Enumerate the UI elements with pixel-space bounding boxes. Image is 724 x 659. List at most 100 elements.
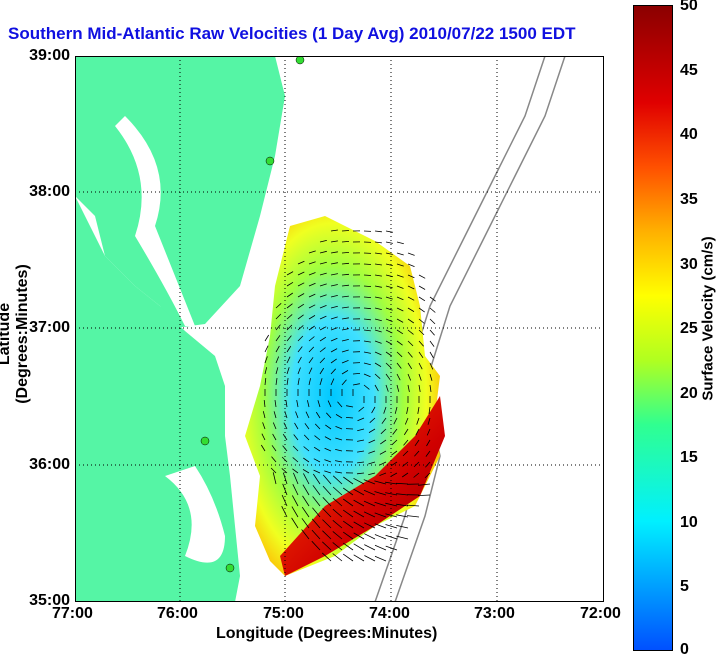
current-vector [391,439,398,446]
current-vector [427,417,431,425]
x-tick-label: 73:00 [474,605,515,622]
current-vector [308,272,316,276]
current-vector [371,406,376,414]
current-vector [357,450,365,453]
current-vector [308,293,316,298]
current-vector [407,318,415,324]
current-vector [264,334,270,342]
current-vector [385,384,389,392]
current-vector [363,263,372,265]
current-vector [396,241,404,245]
current-vector [341,349,349,353]
current-vector [396,373,401,381]
current-vector [385,492,398,496]
current-vector [341,262,350,265]
current-vector [396,493,409,496]
current-vector [330,368,336,375]
current-vector [363,307,372,310]
current-vector [425,450,431,457]
current-vector [275,303,282,309]
current-vector [341,328,349,331]
map-plot-area[interactable] [75,56,604,602]
current-vector [313,446,321,452]
station-marker [200,436,210,446]
current-vector [330,284,338,287]
current-vector [346,405,354,408]
current-vector [393,417,398,425]
current-vector [368,472,376,476]
current-vector [285,400,288,408]
current-vector [332,553,343,562]
current-vector [335,471,343,474]
current-vector [385,230,393,233]
chart-title: Southern Mid-Atlantic Raw Velocities (1 … [8,24,576,43]
current-vector [272,472,277,485]
current-vector [383,406,387,414]
current-vector [353,543,365,551]
current-vector [311,529,321,540]
current-vector [401,472,409,478]
colorbar-tick: 35 [680,191,698,208]
current-vector [352,383,360,386]
current-vector [396,384,400,392]
current-vector [341,360,349,364]
current-vector [297,314,304,320]
current-vector [407,285,415,290]
current-vector [380,428,387,435]
current-vector [374,307,382,310]
current-vector [396,362,402,369]
current-vector [418,362,423,370]
current-vector [363,500,376,507]
current-vector [414,439,420,447]
current-vector [303,457,310,463]
current-vector [353,532,365,540]
current-vector [319,305,327,309]
current-vector [357,439,365,442]
colorbar-tick: 30 [680,256,698,273]
current-vector [330,295,338,298]
current-vector [332,531,343,540]
current-vector [341,370,349,375]
current-vector [302,495,310,507]
current-vector [407,384,410,392]
current-vector [297,282,305,287]
current-vector [352,373,361,375]
current-vector [317,400,321,408]
current-vector [385,318,393,322]
current-vector [341,317,349,320]
current-vector [363,362,371,366]
colorbar-tick: 40 [680,126,698,143]
current-vector [396,525,409,529]
current-vector [311,540,321,551]
current-vector [363,318,372,321]
current-vector [313,458,321,463]
current-vector [428,406,431,414]
current-vector [363,384,370,390]
current-vector [374,384,379,392]
current-vector [312,507,321,518]
current-vector [418,384,421,392]
current-vector [271,445,277,452]
current-vector [417,406,420,414]
current-vector [385,307,393,311]
current-vector [363,489,376,496]
current-vectors [260,229,436,562]
current-vector [274,400,277,408]
current-vector [385,351,392,357]
contour-line [394,56,566,602]
current-vector [343,476,354,485]
colorbar-tick: 0 [680,641,689,658]
current-vector [264,345,269,353]
current-vector [322,485,332,496]
current-vector [356,472,365,475]
current-vector [363,479,376,485]
colorbar-tick: 45 [680,62,698,79]
current-vector [319,336,327,342]
current-vector [319,261,327,265]
current-vector [330,240,338,243]
current-vector [337,401,343,408]
current-vector [353,521,365,529]
current-vector [374,555,387,562]
current-vector [283,422,288,430]
current-vector [374,318,382,322]
